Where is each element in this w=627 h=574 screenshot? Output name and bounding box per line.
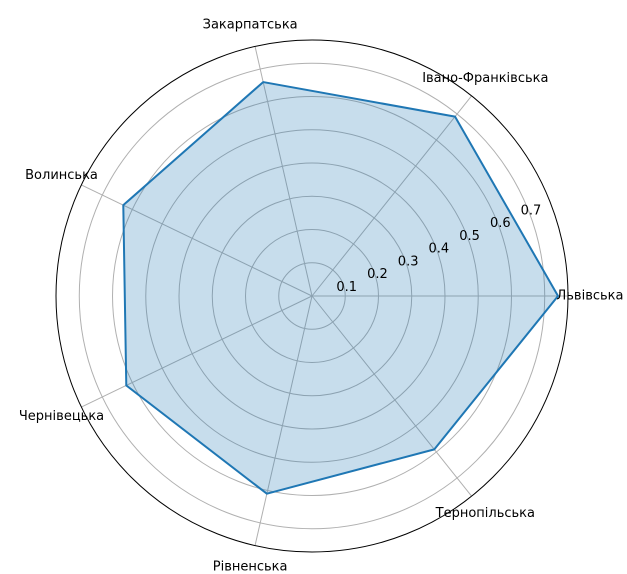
- spoke: [81, 295, 313, 408]
- r-tick-label: 0.6: [490, 216, 511, 231]
- category-label: Чернівецька: [19, 409, 104, 424]
- r-tick-label: 0.4: [429, 242, 450, 257]
- spoke: [311, 295, 473, 497]
- category-label: Івано-Франківська: [422, 71, 548, 86]
- r-tick-label: 0.1: [336, 280, 357, 295]
- r-tick-label: 0.3: [398, 254, 419, 269]
- r-tick-label: 0.7: [521, 203, 542, 218]
- category-label: Львівська: [557, 289, 624, 304]
- category-label: Закарпатська: [203, 17, 298, 32]
- r-tick-label: 0.5: [459, 229, 480, 244]
- spoke: [254, 295, 313, 546]
- frame: [55, 39, 569, 553]
- spoke: [311, 95, 473, 297]
- spoke: [254, 46, 313, 297]
- category-label: Рівненська: [213, 560, 288, 574]
- data-area: [122, 81, 560, 495]
- category-label: Тернопільська: [435, 506, 535, 521]
- r-tick-label: 0.2: [367, 267, 388, 282]
- category-label: Волинська: [25, 168, 98, 183]
- spoke: [81, 184, 313, 297]
